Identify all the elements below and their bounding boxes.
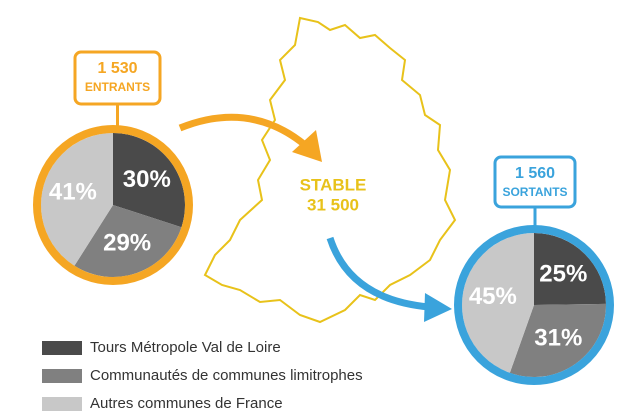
count: 1 530 (97, 60, 137, 77)
legend-swatch (42, 397, 82, 411)
legend-label: Communautés de communes limitrophes (90, 367, 363, 384)
pie-slice (74, 205, 182, 277)
legend-swatch (42, 369, 82, 383)
legend-swatch (42, 341, 82, 355)
legend-label: Autres communes de France (90, 395, 283, 412)
map-outline (203, 16, 457, 324)
center-value: 31 500 (307, 195, 359, 214)
pie-ring (454, 225, 614, 385)
legend-label: Tours Métropole Val de Loire (90, 339, 281, 356)
slice-label: 45% (469, 283, 517, 310)
pie-slice (113, 133, 186, 228)
count-label: ENTRANTS (85, 80, 150, 94)
pie-slice (41, 133, 113, 266)
slice-label: 31% (534, 324, 582, 351)
center-label: STABLE (300, 175, 367, 194)
count-label: SORTANTS (502, 185, 567, 199)
count-box (73, 50, 162, 106)
slice-label: 25% (539, 261, 587, 288)
pie-slice (461, 233, 534, 373)
arrow-in (178, 113, 308, 148)
pie-slice (509, 303, 606, 377)
count: 1 560 (515, 165, 555, 182)
pie-ring (33, 125, 193, 285)
arrow-out-head (424, 293, 452, 322)
slice-label: 30% (123, 166, 171, 193)
arrow-out (326, 236, 431, 311)
slice-label: 29% (103, 230, 151, 257)
arrow-in-head (292, 130, 322, 162)
count-box (493, 155, 577, 209)
slice-label: 41% (49, 179, 97, 206)
pie-slice (534, 233, 606, 305)
